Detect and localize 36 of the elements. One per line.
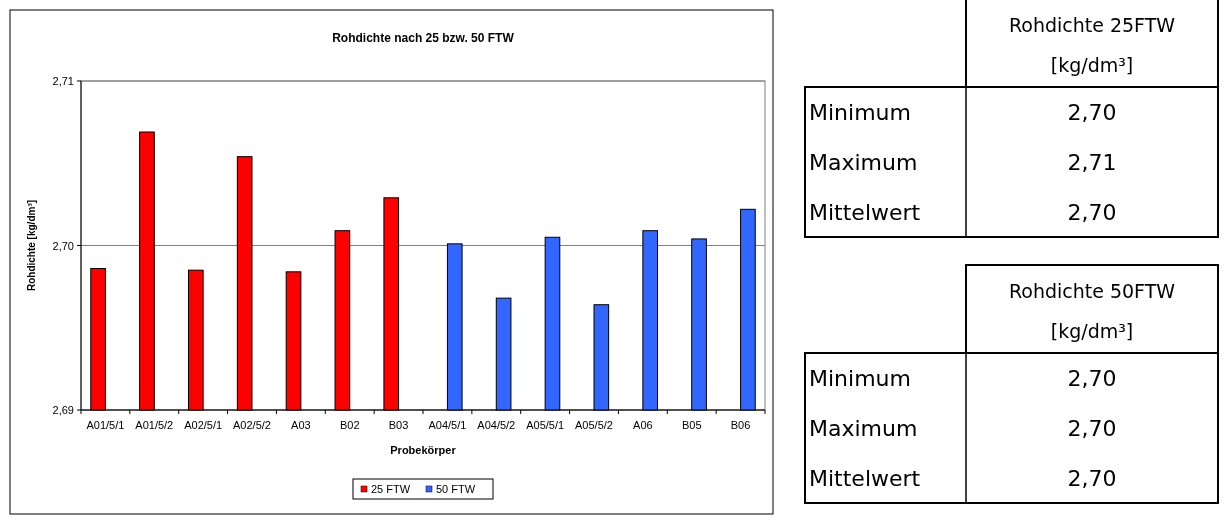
chart-title: Rohdichte nach 25 bzw. 50 FTW bbox=[332, 31, 515, 45]
x-tick-label: A04/5/1 bbox=[428, 419, 467, 431]
text: 2,70 bbox=[1067, 466, 1117, 491]
x-tick-label: B06 bbox=[730, 419, 751, 431]
text: 2,70 bbox=[1067, 100, 1117, 125]
text: Rohdichte 50FTW [kg/dm³] bbox=[1008, 280, 1176, 342]
legend-label: 50 FTW bbox=[436, 483, 476, 495]
legend-label: 25 FTW bbox=[371, 483, 411, 495]
x-tick-label: B03 bbox=[388, 419, 409, 431]
y-tick-label: 2,71 bbox=[52, 75, 74, 87]
text: 2,71 bbox=[1067, 150, 1117, 175]
x-tick-label: A02/5/1 bbox=[184, 419, 223, 431]
text: Maximum bbox=[809, 416, 918, 441]
x-tick-label: A05/5/2 bbox=[575, 419, 613, 431]
y-tick-label: 2,70 bbox=[52, 239, 74, 252]
x-axis-title: Probekörper bbox=[390, 444, 457, 456]
x-tick-label: B05 bbox=[681, 419, 702, 431]
text: 2,70 bbox=[1067, 200, 1117, 225]
text: Maximum bbox=[809, 150, 918, 175]
x-tick-label: A04/5/2 bbox=[477, 419, 516, 431]
text: Rohdichte 25FTW [kg/dm³] bbox=[1008, 14, 1176, 76]
x-tick-label: A01/5/1 bbox=[86, 419, 125, 431]
text: Minimum bbox=[809, 366, 911, 391]
text: 2,70 bbox=[1067, 416, 1117, 441]
x-tick-label: B02 bbox=[339, 419, 360, 431]
text: Mittelwert bbox=[809, 466, 921, 491]
y-axis-title: Rohdichte [kg/dm³] bbox=[26, 199, 37, 292]
x-tick-label: A01/5/2 bbox=[135, 419, 174, 431]
x-tick-label: A06 bbox=[633, 419, 653, 431]
y-tick-label: 2,69 bbox=[52, 404, 74, 416]
x-tick-label: A05/5/1 bbox=[526, 419, 565, 431]
x-tick-label: A02/5/2 bbox=[233, 419, 271, 431]
text: Mittelwert bbox=[809, 200, 921, 225]
x-tick-label: A03 bbox=[291, 419, 311, 431]
text: Minimum bbox=[809, 100, 911, 125]
text: 2,70 bbox=[1067, 366, 1117, 391]
